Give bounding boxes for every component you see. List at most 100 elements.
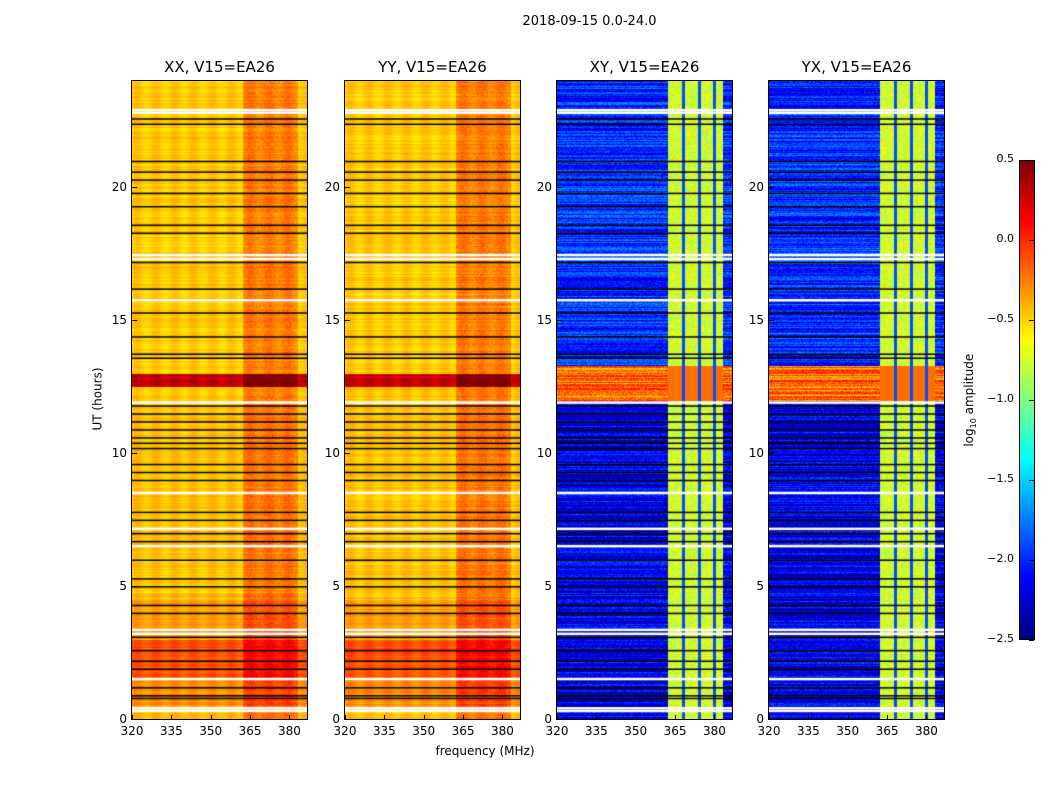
x-tick-label: 350: [624, 724, 648, 738]
x-tick-mark: [289, 715, 291, 720]
heatmap-panel: [344, 80, 521, 720]
x-tick-mark: [423, 715, 425, 720]
y-tick-label: 5: [332, 579, 340, 594]
x-tick-label: 320: [757, 724, 781, 738]
x-tick-label: 365: [238, 724, 262, 738]
y-tick-label: 0: [544, 712, 552, 726]
y-tick-label: 10: [111, 446, 127, 461]
heatmap-panel: [131, 80, 308, 720]
y-tick-mark: [769, 719, 774, 720]
x-tick-mark: [675, 715, 677, 720]
heatmap-canvas: [132, 81, 307, 719]
colorbar-tick-mark: [1029, 480, 1034, 481]
colorbar: [1019, 160, 1035, 640]
colorbar-tick-label: −1.0: [987, 392, 1014, 405]
x-tick-label: 380: [702, 724, 726, 738]
colorbar-tick-label: 0.0: [996, 232, 1015, 245]
colorbar-tick-mark: [1029, 320, 1034, 321]
x-tick-label: 320: [545, 724, 569, 738]
x-tick-label: 365: [663, 724, 687, 738]
y-tick-mark: [557, 320, 562, 322]
x-tick-label: 320: [333, 724, 357, 738]
x-tick-label: 365: [875, 724, 899, 738]
y-axis-label: UT (hours): [90, 367, 105, 431]
x-tick-label: 380: [490, 724, 514, 738]
x-tick-mark: [345, 715, 346, 720]
x-tick-mark: [250, 715, 252, 720]
colorbar-tick-mark: [1029, 560, 1034, 561]
colorbar-tick-mark: [1029, 160, 1034, 161]
colorbar-tick-label: −1.5: [987, 472, 1014, 485]
x-axis-label: frequency (MHz): [435, 744, 535, 758]
y-tick-label: 15: [748, 313, 764, 328]
y-tick-mark: [345, 453, 350, 455]
heatmap-panel: [768, 80, 945, 720]
y-tick-label: 10: [748, 446, 764, 461]
colorbar-tick-label: −2.5: [987, 632, 1014, 645]
panel-title: YX, V15=EA26: [801, 58, 912, 76]
y-tick-label: 5: [544, 579, 552, 594]
colorbar-tick-label: 0.5: [996, 152, 1015, 165]
panel-title: XY, V15=EA26: [589, 58, 700, 76]
x-tick-label: 380: [914, 724, 938, 738]
heatmap-canvas: [557, 81, 732, 719]
x-tick-mark: [926, 715, 928, 720]
x-tick-label: 350: [836, 724, 860, 738]
x-tick-label: 350: [199, 724, 223, 738]
y-tick-mark: [769, 586, 774, 588]
x-tick-mark: [714, 715, 716, 720]
y-tick-label: 10: [536, 446, 552, 461]
panel-title: XX, V15=EA26: [164, 58, 275, 76]
y-tick-label: 20: [536, 180, 552, 195]
x-tick-mark: [210, 715, 212, 720]
y-tick-label: 0: [119, 712, 127, 726]
x-tick-label: 335: [159, 724, 183, 738]
y-tick-label: 20: [748, 180, 764, 195]
y-tick-mark: [345, 187, 350, 189]
y-tick-mark: [557, 586, 562, 588]
colorbar-tick-mark: [1029, 400, 1034, 401]
colorbar-tick-mark: [1029, 240, 1034, 241]
colorbar-label-rest: amplitude: [961, 353, 976, 419]
y-tick-mark: [345, 719, 350, 720]
heatmap-canvas: [769, 81, 944, 719]
y-tick-label: 0: [756, 712, 764, 726]
y-tick-mark: [557, 719, 562, 720]
y-tick-mark: [345, 320, 350, 322]
y-tick-label: 20: [324, 180, 340, 195]
x-tick-label: 350: [412, 724, 436, 738]
y-tick-label: 20: [111, 180, 127, 195]
x-tick-mark: [847, 715, 849, 720]
colorbar-gradient: [1020, 161, 1034, 639]
heatmap-canvas: [345, 81, 520, 719]
x-tick-label: 335: [584, 724, 608, 738]
colorbar-tick-mark: [1029, 640, 1034, 641]
panel-title: YY, V15=EA26: [378, 58, 487, 76]
colorbar-tick-label: −0.5: [987, 312, 1014, 325]
x-tick-mark: [384, 715, 386, 720]
x-tick-mark: [463, 715, 465, 720]
x-tick-mark: [132, 715, 133, 720]
y-tick-mark: [132, 453, 137, 455]
y-tick-label: 5: [119, 579, 127, 594]
x-tick-mark: [596, 715, 598, 720]
colorbar-tick-label: −2.0: [987, 552, 1014, 565]
y-tick-label: 5: [756, 579, 764, 594]
x-tick-mark: [557, 715, 558, 720]
colorbar-label-sub: 10: [969, 418, 979, 429]
figure-title: 2018-09-15 0.0-24.0: [522, 14, 657, 29]
y-tick-mark: [769, 187, 774, 189]
colorbar-label-main: log: [961, 428, 976, 447]
x-tick-label: 320: [120, 724, 144, 738]
y-tick-label: 0: [332, 712, 340, 726]
x-tick-mark: [887, 715, 889, 720]
x-tick-mark: [769, 715, 770, 720]
y-tick-mark: [132, 187, 137, 189]
heatmap-panel: [556, 80, 733, 720]
y-tick-label: 15: [536, 313, 552, 328]
x-tick-mark: [635, 715, 637, 720]
x-tick-mark: [171, 715, 173, 720]
x-tick-label: 335: [796, 724, 820, 738]
x-tick-mark: [502, 715, 504, 720]
